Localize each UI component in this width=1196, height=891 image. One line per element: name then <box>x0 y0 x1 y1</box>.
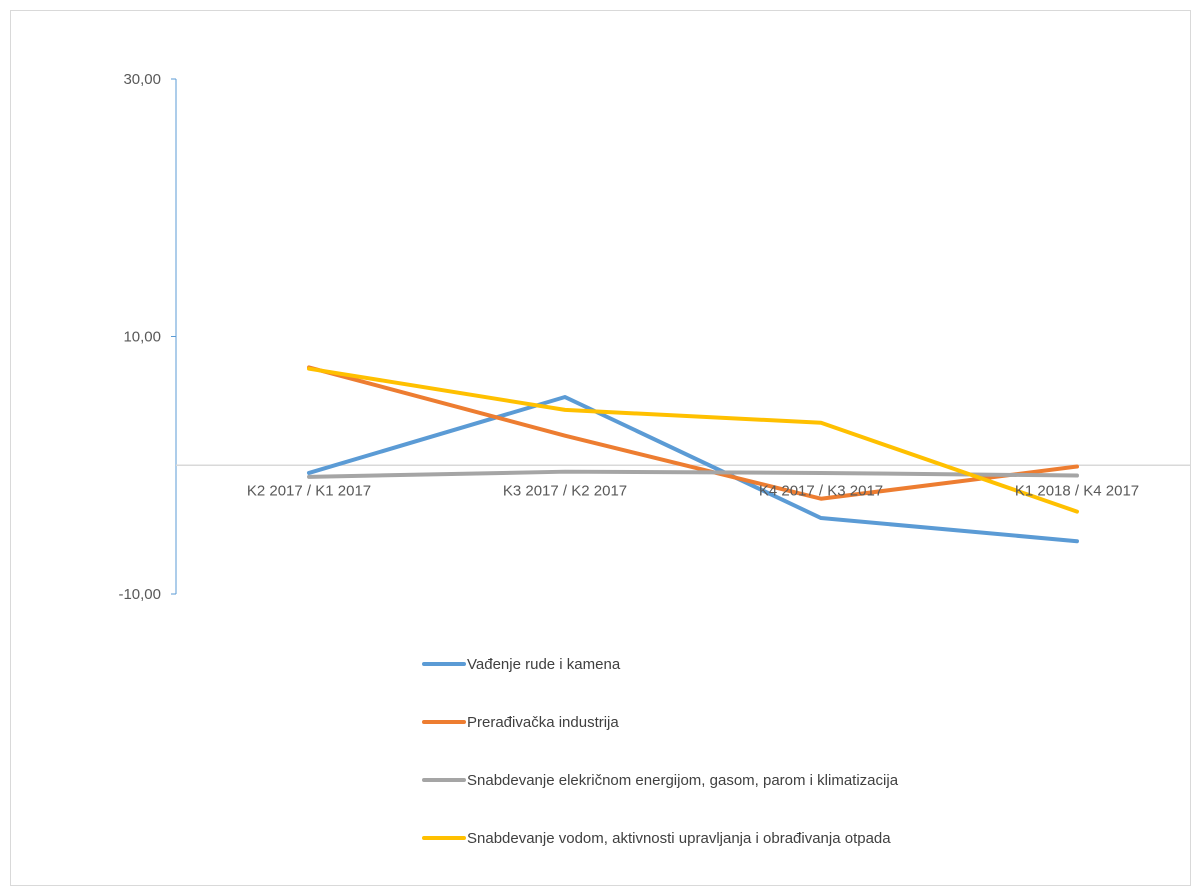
y-tick-label: 10,00 <box>123 329 161 346</box>
series-line-1 <box>307 395 1079 544</box>
chart-frame: 30,00 10,00 -10,00 K2 2017 / K1 2017 K3 201… <box>10 10 1191 886</box>
series-layer <box>307 365 1079 544</box>
x-labels-layer: K2 2017 / K1 2017 K3 2017 / K2 2017 K4 201… <box>247 482 1139 499</box>
series-line-4 <box>307 366 1079 514</box>
y-tick-label: -10,00 <box>118 586 161 603</box>
series-line-2 <box>307 365 1079 501</box>
y-tick-label: 30,00 <box>123 71 161 88</box>
legend: Vađenje rude i kamena Prerađivačka indust… <box>422 656 899 847</box>
line-chart: 30,00 10,00 -10,00 K2 2017 / K1 2017 K3 201… <box>118 71 1191 847</box>
x-tick-label: K3 2017 / K2 2017 <box>503 482 627 499</box>
legend-label: Prerađivačka industrija <box>467 714 619 731</box>
x-tick-label: K4 2017 / K3 2017 <box>759 482 883 499</box>
x-tick-label: K2 2017 / K1 2017 <box>247 482 371 499</box>
x-tick-label: K1 2018 / K4 2017 <box>1015 482 1139 499</box>
axes-layer: 30,00 10,00 -10,00 <box>118 71 1191 603</box>
legend-label: Vađenje rude i kamena <box>467 656 621 673</box>
series-line-3 <box>307 469 1079 479</box>
legend-label: Snabdevanje vodom, aktivnosti upravljanj… <box>467 830 891 847</box>
legend-label: Snabdevanje elekričnom energijom, gasom,… <box>467 772 899 789</box>
